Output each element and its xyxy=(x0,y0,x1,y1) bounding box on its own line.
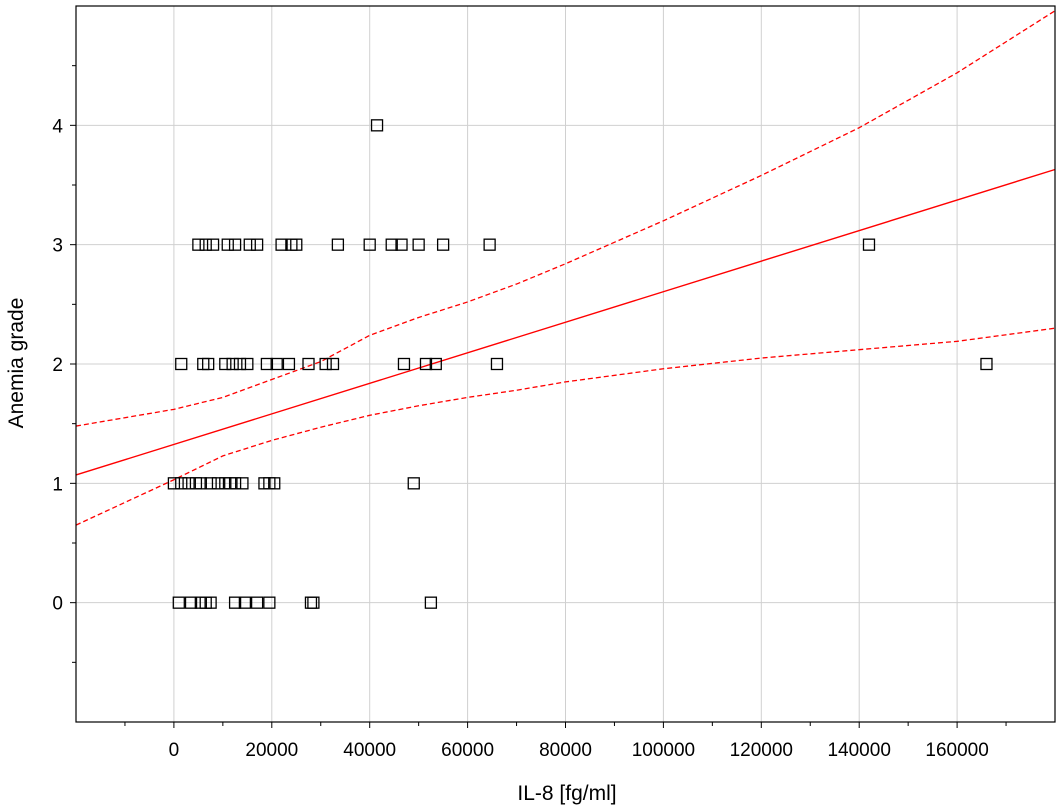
x-tick-label: 60000 xyxy=(441,740,494,761)
data-point xyxy=(268,477,281,490)
x-axis-title: IL-8 [fg/ml] xyxy=(517,782,616,805)
data-point xyxy=(172,596,185,609)
data-point xyxy=(407,477,420,490)
x-tick-label: 100000 xyxy=(632,740,695,761)
data-point xyxy=(275,238,288,251)
y-tick-label: 1 xyxy=(52,474,63,495)
data-point xyxy=(429,357,442,371)
data-point xyxy=(260,357,274,371)
data-point xyxy=(202,357,215,371)
data-point xyxy=(419,357,433,371)
data-point xyxy=(263,596,276,609)
data-point xyxy=(290,238,303,251)
data-point xyxy=(204,596,217,609)
data-point xyxy=(326,357,340,371)
data-point xyxy=(219,357,232,371)
y-tick-label: 2 xyxy=(52,355,63,376)
confidence-band-upper xyxy=(75,10,1056,427)
data-point xyxy=(194,477,207,490)
data-point xyxy=(204,477,217,490)
data-point xyxy=(395,238,408,251)
data-point xyxy=(226,357,239,371)
data-point xyxy=(319,357,332,371)
confidence-band-lower xyxy=(75,327,1056,526)
data-point xyxy=(167,477,181,490)
data-point xyxy=(282,357,296,371)
y-tick-label: 0 xyxy=(52,594,63,615)
data-point xyxy=(862,238,876,251)
y-tick-label: 3 xyxy=(52,236,63,257)
data-point xyxy=(250,238,264,251)
data-point xyxy=(270,357,283,371)
tick-labels: 0 20000 40000 60000 80000 100000 120000 140000 1… xyxy=(52,116,988,761)
data-point xyxy=(184,596,198,609)
regression-line xyxy=(75,168,1056,476)
data-point xyxy=(243,238,256,251)
data-point xyxy=(241,357,254,371)
data-point xyxy=(175,477,188,490)
data-point xyxy=(363,238,376,251)
data-point xyxy=(331,238,345,251)
data-point xyxy=(175,357,188,371)
x-tick-label: 20000 xyxy=(245,740,298,761)
x-tick-label: 40000 xyxy=(343,740,396,761)
data-points xyxy=(167,119,993,609)
data-point xyxy=(980,357,993,371)
data-point xyxy=(370,119,384,132)
data-point xyxy=(199,238,212,251)
data-point xyxy=(424,596,438,609)
y-tick-label: 4 xyxy=(52,116,63,137)
x-tick-label: 160000 xyxy=(925,740,988,761)
x-tick-label: 120000 xyxy=(730,740,793,761)
data-point xyxy=(211,477,225,490)
data-point xyxy=(236,477,249,490)
y-axis-title: Anemia grade xyxy=(5,298,28,429)
data-point xyxy=(206,238,220,251)
data-point xyxy=(233,357,247,371)
x-tick-label: 0 xyxy=(169,740,180,761)
data-point xyxy=(412,238,425,251)
x-tick-label: 140000 xyxy=(827,740,890,761)
axes xyxy=(70,5,1056,728)
data-point xyxy=(228,238,242,251)
x-tick-label: 80000 xyxy=(539,740,592,761)
data-point xyxy=(385,238,398,251)
data-point xyxy=(221,238,234,251)
data-point xyxy=(228,596,242,609)
confidence-band xyxy=(75,10,1056,526)
grid-lines xyxy=(76,6,1055,722)
data-point xyxy=(302,357,315,371)
data-point xyxy=(490,357,504,371)
data-point xyxy=(483,238,496,251)
data-point xyxy=(238,596,252,609)
data-point xyxy=(436,238,450,251)
data-point xyxy=(228,477,242,490)
regression-fit xyxy=(75,168,1056,476)
data-point xyxy=(307,596,320,609)
data-point xyxy=(192,238,205,251)
data-point xyxy=(182,477,195,490)
data-point xyxy=(250,596,264,609)
data-point xyxy=(397,357,411,371)
